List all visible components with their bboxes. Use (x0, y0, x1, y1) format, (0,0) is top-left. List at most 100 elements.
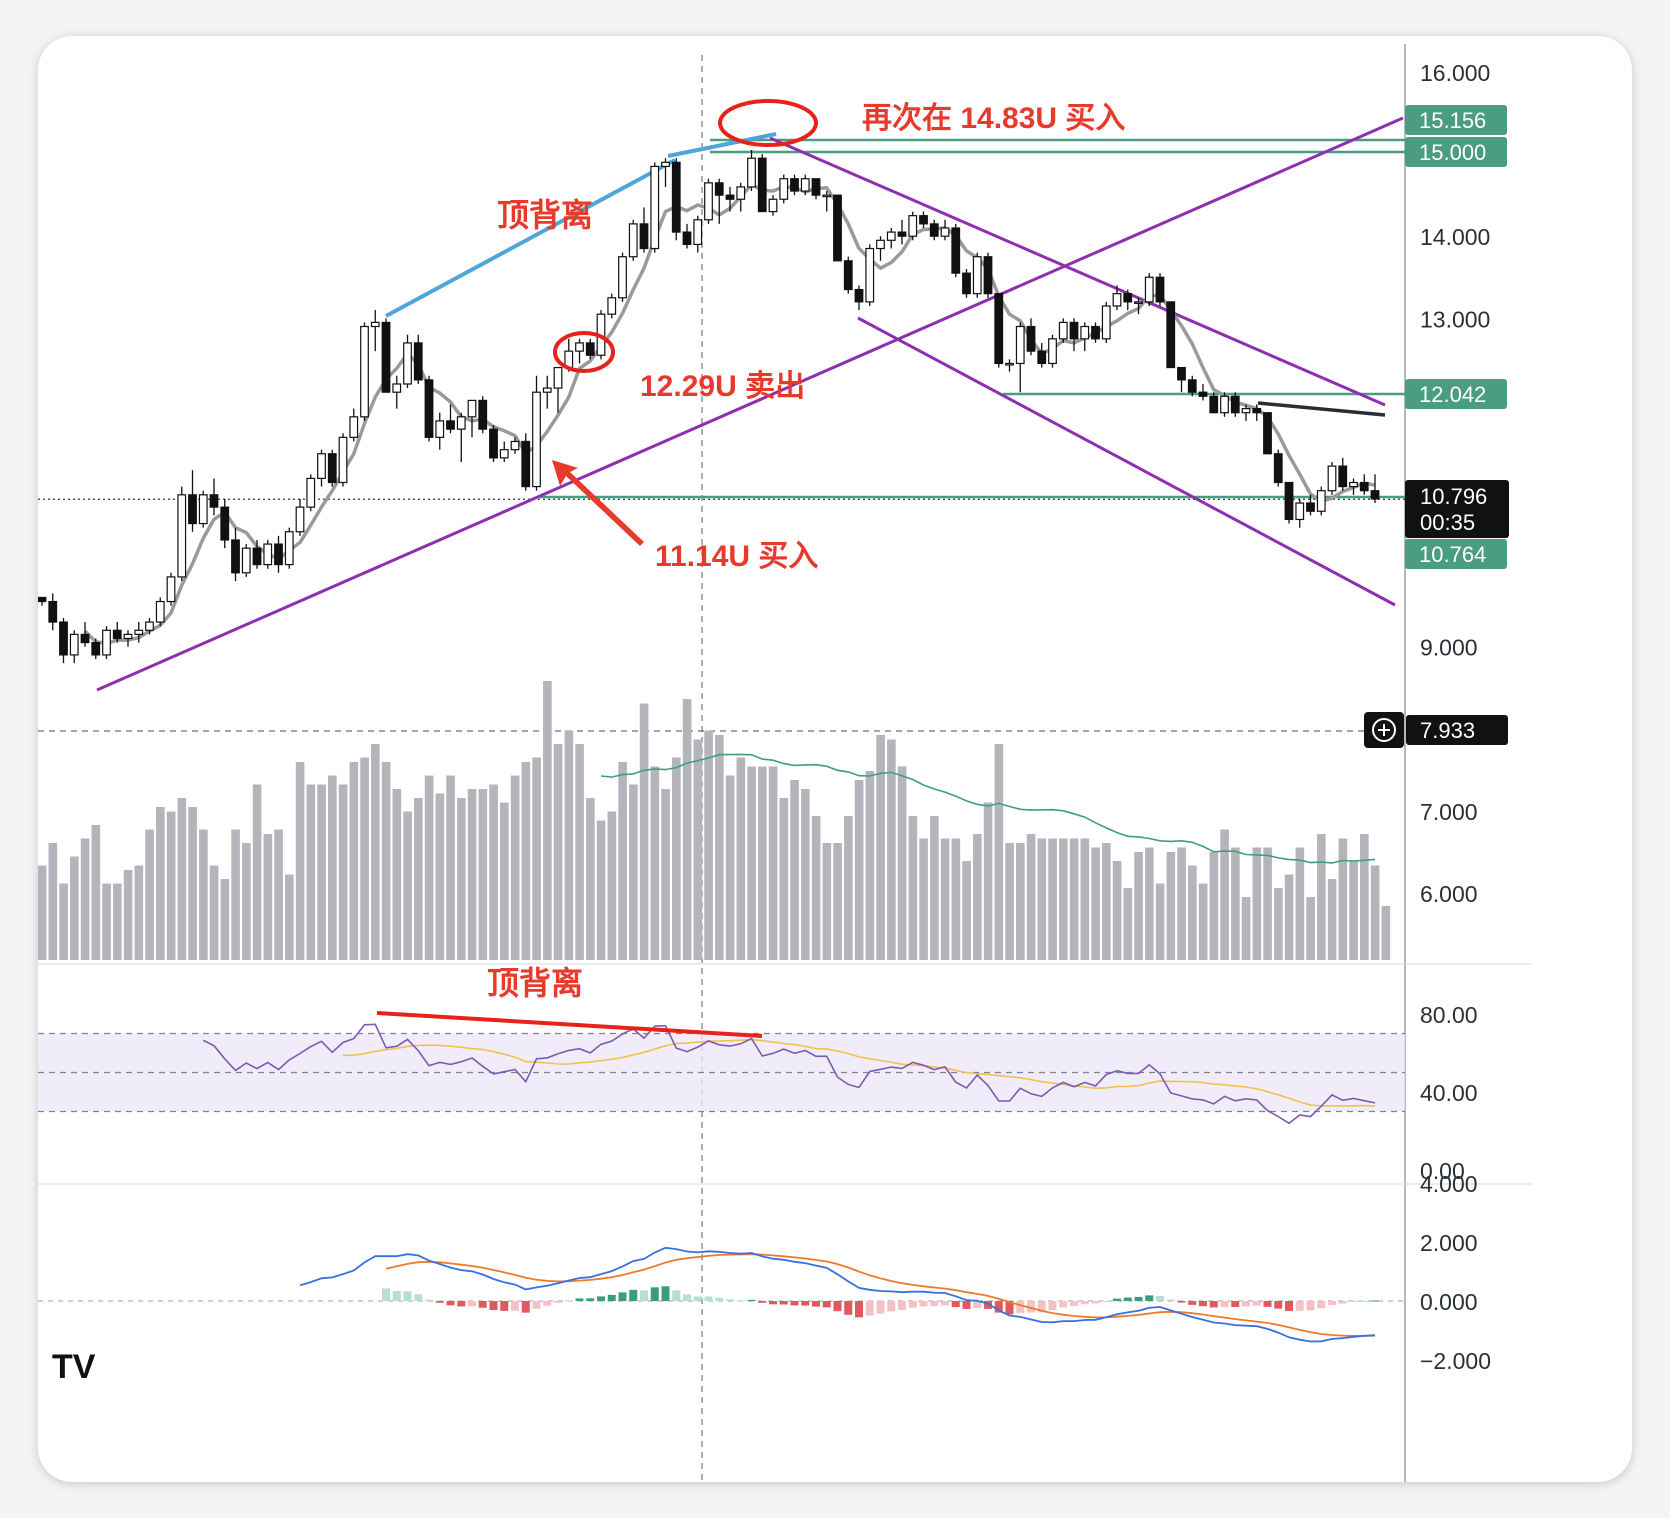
volume-bar (908, 816, 918, 960)
macd-histogram-bar (693, 1296, 702, 1301)
macd-histogram-bar (844, 1301, 853, 1315)
volume-bar (747, 766, 756, 960)
candle-body (1220, 395, 1229, 414)
tradingview-logo[interactable]: TV (52, 1348, 96, 1386)
candle-body (972, 256, 982, 295)
price-label-text: 12.042 (1419, 382, 1486, 407)
candle-body (671, 161, 681, 233)
volume-bar (1155, 883, 1165, 960)
candle-body (1177, 366, 1186, 381)
candle-body (661, 161, 670, 168)
candle-body (1338, 465, 1348, 488)
price-axis[interactable]: 16.000 14.000 13.000 9.000 7.000 6.000 80.00 40… (1364, 60, 1509, 1374)
trading-chart[interactable]: 再次在 14.83U 买入 顶背离 12.29U 卖出 11.14U 买入 顶背… (38, 36, 1632, 1482)
candle-body (1091, 325, 1100, 340)
volume-bar (489, 784, 498, 960)
candle-body (241, 547, 251, 574)
candle-body (639, 223, 649, 250)
candle-body (1080, 325, 1090, 340)
volume-bar (521, 762, 531, 960)
channel-line (857, 316, 1396, 607)
volume-bar (650, 766, 660, 960)
volume-bar (209, 865, 219, 960)
macd-histogram-bar (543, 1301, 552, 1306)
volume-bar (80, 838, 90, 960)
volume-bar (768, 766, 778, 960)
candle-body (1209, 395, 1219, 414)
volume-bar (596, 820, 606, 960)
candle-body (693, 219, 703, 246)
macd-histogram-bar (586, 1298, 595, 1301)
candle-body (123, 633, 133, 640)
volume-bar (91, 825, 101, 960)
macd-histogram-bar (650, 1287, 659, 1301)
volume-bar (1048, 838, 1057, 960)
highlight-ellipse (718, 99, 818, 147)
candle-body (1123, 293, 1133, 303)
price-label-box (1405, 379, 1507, 409)
price-tick-label: 16.000 (1420, 60, 1490, 86)
price-tick-label: 13.000 (1420, 306, 1490, 332)
crosshair-price-label: 7.933 (1406, 715, 1508, 745)
macd-histogram-bar (1371, 1300, 1379, 1302)
candle-body (1058, 321, 1068, 340)
volume-bar (220, 879, 230, 960)
macd-histogram-bar (468, 1301, 476, 1307)
volume-bar (994, 744, 1004, 960)
volume-bar (1177, 847, 1186, 960)
macd-histogram-bar (435, 1301, 444, 1303)
channel-line (769, 136, 1386, 407)
macd-histogram-bar (1134, 1296, 1143, 1301)
macd-histogram-bar (478, 1301, 487, 1308)
candle-body (1306, 502, 1315, 512)
volume-bar (1241, 897, 1251, 960)
candle-body (166, 576, 176, 603)
macd-histogram-bar (769, 1301, 777, 1305)
macd-histogram-bar (1048, 1301, 1057, 1311)
price-label: 15.156 (1405, 105, 1507, 135)
resistance-line (1257, 401, 1386, 417)
volume-bar (1252, 847, 1262, 960)
candle-body (1273, 453, 1283, 484)
macd-histogram-bar (941, 1301, 949, 1306)
macd-histogram-bar (414, 1294, 423, 1301)
candle-body (714, 182, 724, 196)
macd-histogram-bar (618, 1292, 627, 1301)
volume-bar (59, 883, 68, 960)
macd-histogram-bar (564, 1300, 573, 1302)
macd-histogram-bar (908, 1301, 917, 1308)
macd-histogram-bar (715, 1297, 724, 1301)
volume-bar (102, 883, 111, 960)
candle-body (800, 178, 810, 192)
macd-histogram-bar (1016, 1301, 1025, 1313)
volume-bar (392, 789, 402, 960)
volume-bar (618, 762, 627, 960)
candle-body (682, 231, 692, 246)
candle-body (919, 215, 928, 225)
macd-histogram-bar (736, 1300, 745, 1302)
volume-bar (1037, 838, 1047, 960)
candle-body (499, 449, 509, 459)
macd-histogram-bar (521, 1301, 530, 1313)
volume-bar (478, 789, 488, 960)
candle-body (1069, 321, 1079, 340)
price-tick-label: 6.000 (1420, 881, 1478, 907)
volume-bar (1284, 874, 1294, 960)
grid-layer (38, 44, 1532, 1482)
candle-body (188, 494, 197, 525)
candle-body (349, 416, 359, 438)
candle-body (112, 629, 122, 640)
candle-body (822, 194, 832, 198)
volume-bar (532, 757, 541, 960)
candle-body (542, 387, 552, 393)
candle-body (865, 247, 875, 303)
volume-bar (790, 780, 799, 960)
candle-body (370, 321, 380, 328)
volume-bar (349, 762, 359, 960)
macd-histogram-bar (1306, 1301, 1315, 1311)
volume-bar (1198, 883, 1208, 960)
volume-bar (166, 811, 176, 960)
macd-histogram-bar (500, 1301, 509, 1311)
candle-body (220, 506, 230, 541)
candle-body (1005, 362, 1014, 366)
